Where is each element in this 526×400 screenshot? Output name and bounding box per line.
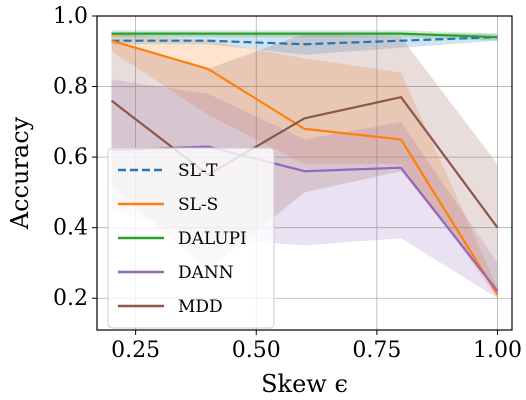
- y-tick-label-4: 1.0: [53, 4, 88, 29]
- x-axis-title: Skew ϵ: [261, 370, 348, 398]
- series-line-sl-s: [111, 39, 499, 296]
- y-tick-label-1: 0.4: [53, 216, 88, 241]
- y-tick-label-0: 0.2: [53, 286, 88, 311]
- band-sl-s: [111, 33, 498, 299]
- y-tick-label-3: 0.8: [53, 75, 88, 100]
- x-axis-ticks: 0.25 0.50 0.75 1.00: [111, 330, 522, 363]
- y-tick-label-2: 0.6: [53, 145, 88, 170]
- legend-label-mdd: MDD: [178, 297, 223, 317]
- y-axis-title: Accuracy: [6, 116, 34, 230]
- legend-box: [107, 147, 275, 329]
- y-axis-ticks: 0.2 0.4 0.6 0.8 1.0: [53, 4, 97, 311]
- legend: SL-T SL-S DALUPI DANN MDD: [107, 147, 275, 329]
- legend-label-dann: DANN: [178, 263, 234, 283]
- series-line-sl-t: [111, 36, 498, 46]
- x-tick-label-0: 0.25: [111, 338, 160, 363]
- legend-label-sl-t: SL-T: [178, 161, 218, 181]
- legend-label-sl-s: SL-S: [178, 195, 218, 215]
- legend-label-dalupi: DALUPI: [178, 229, 247, 249]
- band-dann: [111, 79, 498, 299]
- x-tick-label-3: 1.00: [473, 338, 522, 363]
- x-tick-label-2: 0.75: [352, 338, 401, 363]
- x-tick-label-1: 0.50: [232, 338, 281, 363]
- plot-frame: [96, 15, 513, 331]
- series-line-dalupi: [111, 32, 498, 39]
